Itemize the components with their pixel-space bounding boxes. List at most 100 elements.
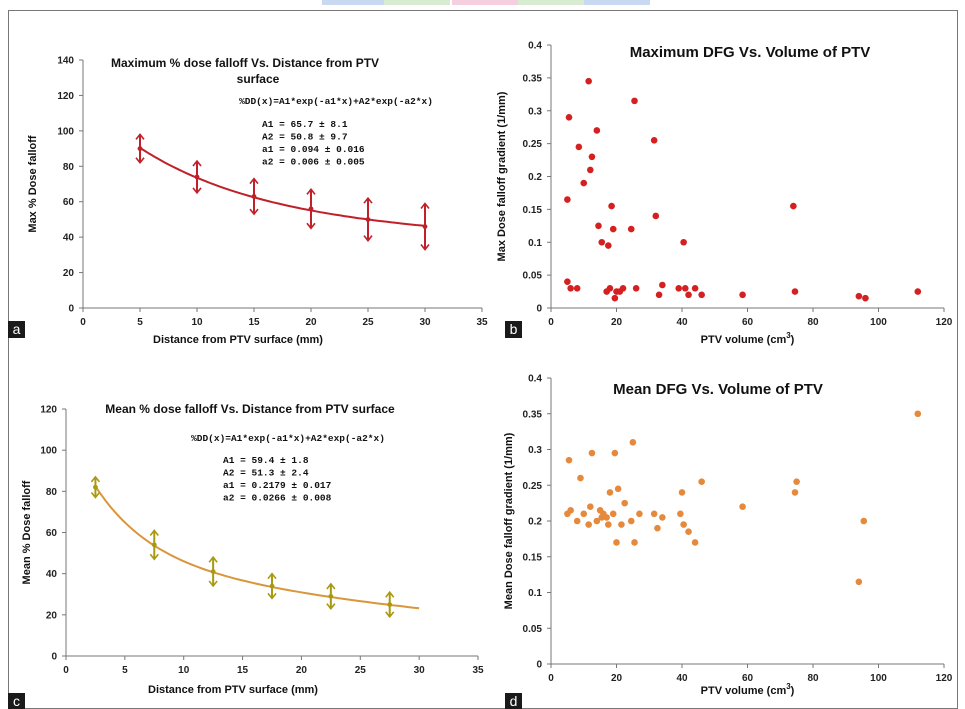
x-tick-label: 35 (472, 665, 484, 676)
data-point (308, 206, 314, 212)
chart-title: Mean % dose falloff Vs. Distance from PT… (105, 402, 395, 416)
data-point (573, 284, 581, 292)
data-point (585, 77, 592, 85)
data-point (632, 284, 640, 292)
fit-equation: %DD(x)=A1*exp(-a1*x)+A2*exp(-a2*x) (239, 96, 433, 107)
data-point (862, 294, 869, 302)
error-bar-arrow-down (192, 187, 202, 195)
y-tick-label: 0.05 (523, 624, 543, 635)
x-tick-label: 40 (676, 673, 688, 684)
data-point (593, 127, 601, 134)
y-tick-label: 0 (51, 652, 57, 663)
error-bar-arrow-down (267, 592, 277, 600)
data-point (269, 583, 275, 589)
fit-parameter: a1 = 0.2179 ± 0.017 (223, 480, 332, 491)
y-tick-label: 0.05 (523, 271, 543, 282)
x-tick-label: 100 (870, 317, 887, 328)
x-axis-label-sup: 3 (786, 682, 791, 691)
error-bar-arrow-down (363, 235, 373, 242)
x-tick-label: 20 (305, 317, 317, 328)
data-point (619, 284, 627, 292)
data-point (654, 524, 661, 532)
data-point (691, 284, 699, 292)
data-point (793, 478, 800, 485)
data-point (564, 196, 571, 203)
x-tick-label: 15 (248, 317, 260, 328)
error-bar-arrow-up (208, 555, 218, 563)
error-bar-arrow-down (90, 492, 101, 499)
data-point (680, 521, 687, 528)
data-point (914, 288, 922, 295)
panel-label-text: d (510, 693, 518, 709)
fit-curve (94, 485, 420, 610)
x-tick-label: 0 (548, 317, 554, 328)
x-tick-label: 0 (80, 317, 86, 328)
y-tick-label: 0.2 (528, 172, 542, 183)
x-axis-label-end: ) (791, 685, 795, 697)
error-bar-arrow-up (90, 475, 101, 483)
panel-label: a (8, 321, 25, 338)
x-tick-label: 5 (122, 665, 128, 676)
error-bar-arrow-up (363, 196, 373, 204)
error-bar-arrow-up (385, 590, 395, 598)
data-point (580, 510, 588, 518)
x-axis-label: Distance from PTV surface (mm) (153, 334, 323, 346)
data-point (613, 539, 620, 546)
x-tick-label: 60 (742, 673, 754, 684)
y-tick-label: 40 (63, 233, 75, 244)
y-tick-label: 0.15 (523, 552, 543, 563)
data-point (564, 278, 571, 286)
data-point (698, 478, 705, 485)
error-bar-arrow-down (306, 222, 316, 230)
x-tick-label: 20 (611, 673, 623, 684)
data-point (739, 503, 746, 511)
panel-label-box (8, 321, 25, 338)
chart-panel-d: 0 20 40 60 80 100 120 0 0.05 0.1 0.15 0.2 0.25 0.3 0.3… (503, 374, 953, 709)
data-point (575, 143, 583, 151)
data-point (627, 517, 635, 525)
fit-parameter: a1 = 0.094 ± 0.016 (262, 144, 365, 155)
data-point (691, 539, 699, 546)
x-axis-label-end: ) (791, 334, 795, 346)
data-point (608, 202, 615, 210)
data-point (677, 510, 684, 518)
x-axis-label-text: PTV volume (cm (701, 334, 787, 346)
data-point (614, 485, 622, 493)
fit-parameter: A2 = 51.3 ± 2.4 (223, 468, 309, 479)
chart-title: Maximum % dose falloff Vs. Distance from… (111, 56, 379, 70)
data-point (914, 410, 922, 418)
data-point (580, 179, 588, 187)
data-point (791, 288, 799, 295)
data-point (791, 489, 799, 496)
data-point (655, 291, 663, 299)
data-point (855, 578, 863, 586)
data-point (790, 202, 797, 210)
data-point (573, 517, 581, 525)
panel-label: d (505, 693, 522, 709)
panel-label: b (505, 321, 522, 338)
fit-parameter: A2 = 50.8 ± 9.7 (262, 132, 348, 143)
y-tick-label: 60 (46, 528, 58, 539)
data-point (567, 506, 574, 514)
y-tick-label: 100 (40, 446, 57, 457)
y-axis-label: Mean Dose falloff gradient (1/mm) (503, 432, 515, 609)
data-point (328, 593, 334, 599)
y-axis-label: Mean % Dose falloff (21, 480, 33, 584)
error-bar-arrow-down (149, 553, 159, 561)
x-tick-label: 30 (414, 665, 426, 676)
x-tick-label: 80 (807, 673, 819, 684)
error-bar-arrow-up (249, 177, 259, 185)
fit-parameter: a2 = 0.006 ± 0.005 (262, 157, 365, 168)
y-tick-label: 0.3 (528, 445, 542, 456)
data-point (659, 514, 666, 521)
data-point (593, 517, 601, 525)
x-tick-label: 10 (178, 665, 190, 676)
data-point (194, 174, 200, 180)
error-bar-arrow-down (326, 603, 336, 610)
data-point (681, 284, 689, 292)
data-point (210, 569, 216, 575)
data-point (605, 242, 612, 249)
x-tick-label: 100 (870, 673, 887, 684)
error-bar-arrow-up (267, 572, 277, 580)
panel-label-box (8, 693, 25, 709)
